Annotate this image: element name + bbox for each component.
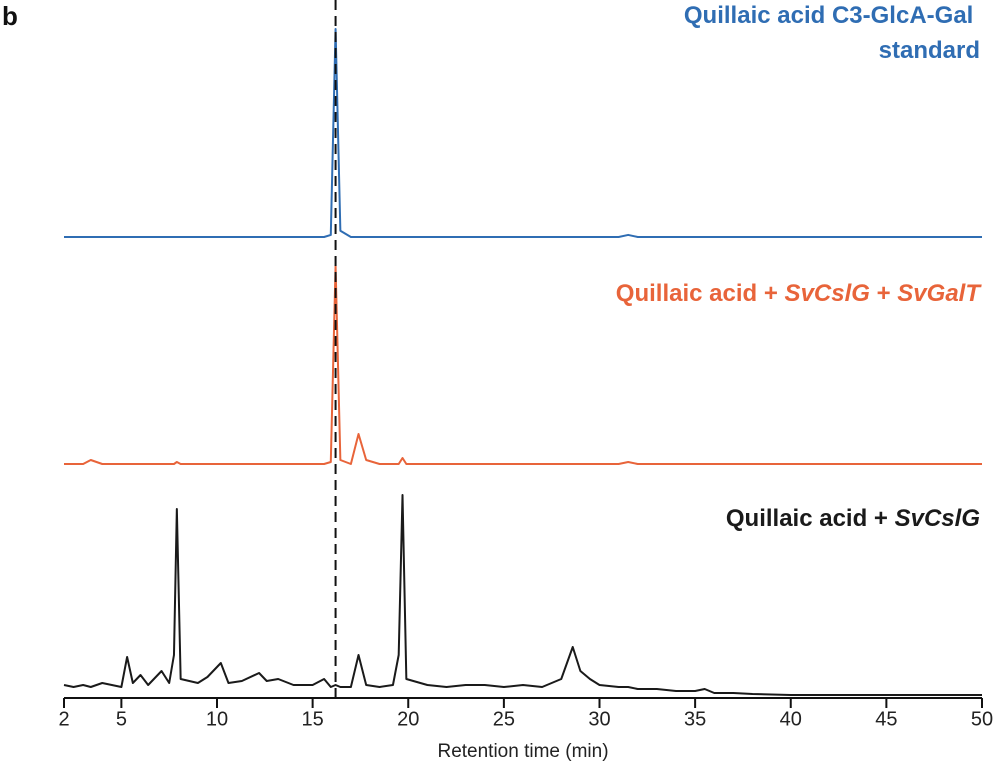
trace [64, 28, 982, 238]
series-label: Quillaic acid + SvCslG [726, 505, 980, 532]
x-tick-label: 35 [684, 708, 706, 730]
series-label: Quillaic acid + SvCslG + SvGalT [616, 280, 983, 307]
x-tick-label: 5 [116, 708, 127, 730]
x-tick-label: 10 [206, 708, 228, 730]
x-tick-label: 50 [971, 708, 993, 730]
x-tick-label: 2 [58, 708, 69, 730]
x-tick-label: 20 [397, 708, 419, 730]
x-tick-label: 25 [493, 708, 515, 730]
x-tick-label: 45 [875, 708, 897, 730]
trace [63, 494, 982, 696]
x-tick-label: 40 [780, 708, 802, 730]
x-tick-label: 30 [588, 708, 610, 730]
series-label: Quillaic acid C3-GlcA-Gal standard [684, 2, 980, 64]
panel-label: b [2, 1, 18, 31]
x-axis-label: Retention time (min) [437, 741, 608, 762]
x-tick-label: 15 [302, 708, 324, 730]
trace [64, 265, 982, 465]
